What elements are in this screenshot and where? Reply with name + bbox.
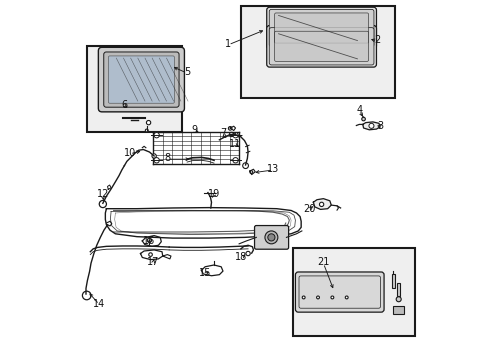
Text: 1: 1 xyxy=(225,39,231,49)
Circle shape xyxy=(395,297,400,302)
Bar xyxy=(292,248,414,336)
Bar xyxy=(396,283,399,296)
Text: 14: 14 xyxy=(93,299,105,309)
FancyBboxPatch shape xyxy=(266,7,376,49)
Circle shape xyxy=(232,158,238,163)
Circle shape xyxy=(319,202,323,207)
Circle shape xyxy=(264,231,277,244)
FancyBboxPatch shape xyxy=(274,31,368,61)
Text: 11: 11 xyxy=(229,139,241,149)
Circle shape xyxy=(145,129,148,132)
Text: 18: 18 xyxy=(234,252,246,262)
Circle shape xyxy=(228,127,231,130)
Circle shape xyxy=(267,234,274,241)
FancyBboxPatch shape xyxy=(274,13,368,43)
Text: 5: 5 xyxy=(183,67,190,77)
Bar xyxy=(241,6,394,98)
FancyBboxPatch shape xyxy=(295,272,383,312)
Bar xyxy=(86,45,182,132)
Text: 16: 16 xyxy=(143,236,155,246)
Bar xyxy=(392,306,403,314)
Text: 12: 12 xyxy=(97,189,109,199)
Circle shape xyxy=(154,158,159,163)
Circle shape xyxy=(330,296,333,299)
Text: 9: 9 xyxy=(191,125,197,135)
FancyBboxPatch shape xyxy=(269,28,373,65)
Circle shape xyxy=(368,123,373,129)
Circle shape xyxy=(345,296,347,299)
Text: 3: 3 xyxy=(377,121,383,131)
Text: 19: 19 xyxy=(207,189,220,199)
Circle shape xyxy=(152,154,156,158)
FancyBboxPatch shape xyxy=(98,47,184,112)
Text: 17: 17 xyxy=(146,257,159,267)
Text: 2: 2 xyxy=(373,35,380,45)
Circle shape xyxy=(361,117,365,121)
Circle shape xyxy=(316,296,319,299)
FancyBboxPatch shape xyxy=(103,52,179,107)
Circle shape xyxy=(229,132,233,136)
Circle shape xyxy=(232,132,238,138)
Text: 21: 21 xyxy=(317,257,329,267)
Circle shape xyxy=(146,121,150,125)
Circle shape xyxy=(147,238,151,242)
Circle shape xyxy=(148,253,152,256)
Polygon shape xyxy=(313,199,330,210)
Text: 10: 10 xyxy=(123,148,136,158)
FancyBboxPatch shape xyxy=(108,56,174,103)
Circle shape xyxy=(242,163,248,168)
Polygon shape xyxy=(362,122,379,130)
Text: 6: 6 xyxy=(121,100,127,110)
Circle shape xyxy=(249,171,252,174)
Text: 20: 20 xyxy=(302,204,315,214)
Text: 8: 8 xyxy=(164,153,170,163)
Text: 7: 7 xyxy=(220,129,225,138)
Circle shape xyxy=(99,201,106,208)
Circle shape xyxy=(302,296,305,299)
Text: 15: 15 xyxy=(199,268,211,278)
Bar xyxy=(391,274,394,288)
Text: 13: 13 xyxy=(266,164,279,174)
Circle shape xyxy=(154,132,159,138)
FancyBboxPatch shape xyxy=(254,226,288,249)
Text: 4: 4 xyxy=(355,105,362,115)
FancyBboxPatch shape xyxy=(266,26,376,67)
FancyBboxPatch shape xyxy=(269,9,373,47)
Circle shape xyxy=(82,291,91,300)
Circle shape xyxy=(245,251,250,256)
